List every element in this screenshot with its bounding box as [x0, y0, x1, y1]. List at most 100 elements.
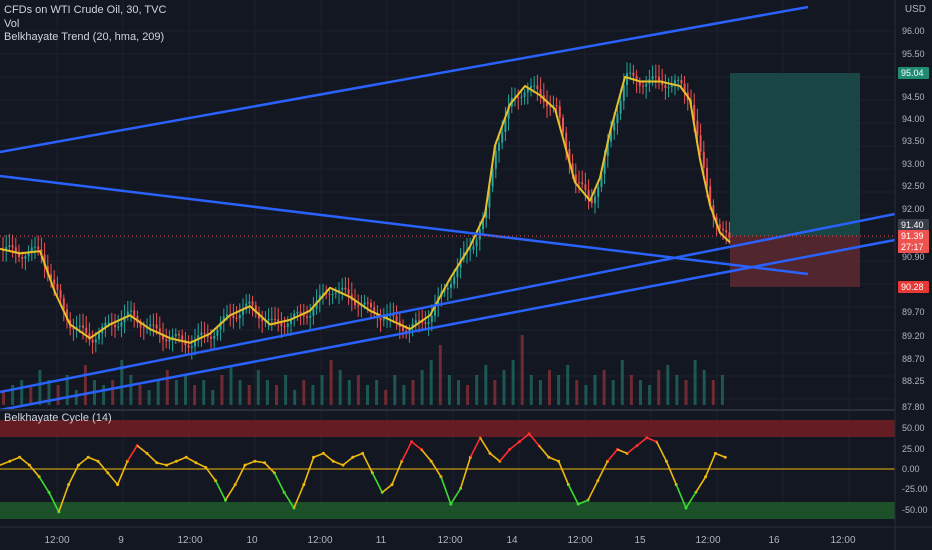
cycle-line — [244, 460, 256, 466]
volume-bar — [384, 390, 388, 405]
candle-body — [165, 339, 168, 342]
volume-bar — [29, 385, 33, 405]
volume-bar — [548, 370, 551, 405]
cycle-line — [381, 483, 393, 494]
candle-body — [706, 167, 708, 187]
volume-bar — [557, 375, 561, 405]
symbol-title[interactable]: CFDs on WTI Crude Oil, 30, TVC — [4, 4, 167, 16]
candle-body — [123, 316, 126, 323]
time-axis-label: 16 — [768, 535, 780, 546]
candle-body — [498, 142, 500, 151]
volume-bar — [611, 380, 615, 405]
candle-body — [139, 322, 142, 328]
cycle-line — [264, 462, 275, 474]
cycle-line — [617, 448, 628, 455]
volume-bar — [156, 380, 160, 405]
volume-bar — [174, 380, 178, 405]
volume-bar — [684, 380, 688, 405]
cycle-line — [587, 480, 599, 501]
candle-body — [414, 320, 417, 324]
candle-body — [472, 246, 475, 250]
candle-body — [219, 322, 222, 330]
candle-body — [680, 79, 683, 84]
candle-body — [235, 317, 238, 319]
candle-body — [635, 75, 638, 82]
candle-body — [702, 151, 705, 168]
candle-body — [642, 85, 644, 87]
cycle-line — [19, 456, 30, 466]
volume-bar — [666, 365, 670, 405]
volume-bar — [65, 375, 69, 405]
volume-bar — [620, 360, 624, 405]
cycle-line — [636, 437, 648, 447]
volume-bar — [38, 370, 42, 405]
candle-body — [370, 303, 372, 308]
candle-body — [488, 186, 491, 208]
volume-bar — [138, 385, 142, 405]
price-axis-tick: 95.50 — [902, 49, 925, 59]
candle-body — [82, 325, 84, 328]
candle-body — [194, 340, 196, 347]
cycle-line — [665, 460, 677, 485]
cycle-line — [146, 452, 158, 464]
candle-body — [363, 302, 366, 305]
candle-body — [565, 132, 568, 149]
candle-body — [619, 100, 622, 114]
candle-body — [11, 245, 14, 248]
candle-body — [14, 247, 17, 253]
candle-body — [587, 190, 590, 199]
countdown-badge: 27:17 — [901, 242, 924, 252]
cycle-line — [116, 460, 129, 485]
candle-body — [226, 314, 228, 317]
candle-body — [322, 293, 324, 296]
candle-body — [667, 87, 670, 89]
volume-bar — [284, 375, 288, 405]
candle-body — [85, 327, 88, 334]
volume-bar — [11, 385, 15, 405]
candle-body — [504, 118, 507, 132]
candle-body — [494, 150, 497, 169]
cycle-indicator-label[interactable]: Belkhayate Cycle (14) — [4, 412, 112, 424]
trend-indicator-label[interactable]: Belkhayate Trend (20, hma, 209) — [4, 31, 165, 43]
candle-body — [267, 319, 270, 321]
candle-body — [88, 333, 91, 340]
cycle-point — [723, 455, 727, 459]
volume-bar — [566, 365, 570, 405]
candle-body — [699, 135, 702, 152]
volume-bar — [338, 370, 342, 405]
candle-body — [482, 217, 484, 230]
candle-body — [200, 332, 203, 336]
candle-body — [590, 198, 593, 204]
candle-body — [344, 287, 347, 290]
time-axis-label: 9 — [118, 535, 124, 546]
cycle-line — [195, 462, 207, 469]
cycle-line — [371, 472, 383, 493]
candle-body — [555, 105, 558, 107]
candle-body — [245, 303, 248, 309]
cycle-line — [342, 456, 354, 466]
cycle-line — [87, 456, 99, 462]
candle-body — [299, 311, 302, 314]
time-axis-label: 12:00 — [44, 535, 69, 546]
candle-body — [683, 83, 686, 93]
candle-body — [536, 85, 539, 89]
volume-indicator-label[interactable]: Vol — [4, 18, 20, 30]
volume-bar — [256, 370, 260, 405]
target-price-badge: 95.04 — [901, 68, 924, 78]
volume-bar — [375, 380, 379, 405]
cycle-line — [58, 484, 70, 513]
cycle-line — [401, 441, 413, 462]
candle-body — [5, 246, 8, 251]
candle-body — [120, 322, 123, 327]
countdown-badge-bg — [898, 241, 929, 253]
price-axis-tick: 88.70 — [902, 354, 925, 364]
cycle-line — [469, 437, 481, 458]
cycle-line — [411, 441, 422, 451]
time-axis-label: 15 — [634, 535, 646, 546]
cycle-line — [518, 433, 530, 443]
candle-body — [213, 335, 216, 339]
currency-label[interactable]: USD — [904, 4, 926, 15]
trend-line-hma — [0, 75, 731, 344]
candle-body — [174, 334, 177, 337]
